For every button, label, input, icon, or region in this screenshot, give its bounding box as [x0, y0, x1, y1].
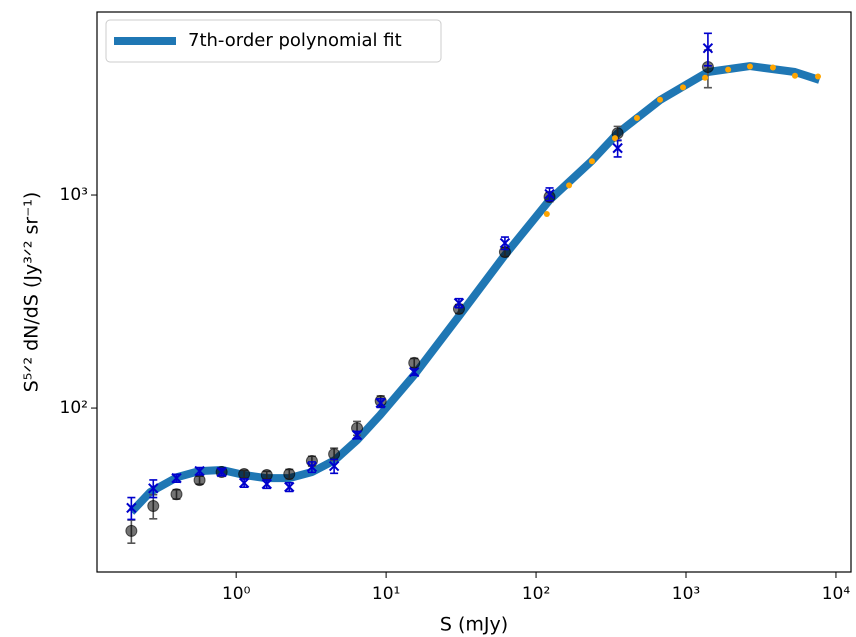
axes-frame — [96, 11, 852, 573]
legend-label: 7th-order polynomial fit — [188, 30, 402, 51]
data-point — [283, 468, 296, 481]
data-point — [746, 63, 753, 70]
plot-area — [125, 32, 821, 545]
data-point — [284, 481, 295, 493]
data-point — [193, 474, 206, 487]
data-point — [126, 502, 137, 514]
x-axis-label: S (mJy) — [440, 614, 508, 636]
data-point — [194, 465, 205, 477]
data-point — [125, 524, 138, 537]
data-point — [725, 66, 732, 73]
data-point — [351, 429, 363, 441]
data-point — [216, 466, 227, 478]
data-point — [409, 366, 420, 378]
data-point — [657, 96, 664, 103]
x-tick-label: 10¹ — [372, 584, 400, 604]
data-point — [612, 142, 623, 154]
data-point — [375, 397, 386, 409]
y-tick-label: 10³ — [60, 185, 88, 205]
data-point — [611, 135, 618, 142]
y-axis-label: S⁵ᐟ² dN/dS (Jy³ᐟ² sr⁻¹) — [21, 192, 43, 393]
data-point — [453, 297, 465, 309]
error-bar — [703, 32, 712, 67]
x-tick-label: 10² — [522, 584, 550, 604]
data-point — [171, 472, 182, 484]
data-point — [543, 210, 550, 217]
fit-line — [128, 62, 821, 515]
data-point — [791, 72, 798, 79]
data-point — [633, 114, 640, 121]
data-point — [328, 448, 341, 461]
data-point — [147, 499, 160, 512]
data-point — [306, 461, 318, 473]
data-point — [544, 188, 555, 200]
x-tick-label: 10³ — [672, 584, 700, 604]
data-point — [408, 356, 421, 369]
data-point — [566, 182, 573, 189]
data-point — [170, 488, 183, 501]
data-point — [769, 64, 776, 71]
y-tick-label: 10² — [60, 398, 88, 418]
data-point — [238, 477, 250, 489]
x-tick-label: 10⁴ — [822, 584, 851, 604]
data-point — [702, 74, 709, 81]
data-point — [261, 478, 272, 490]
data-point — [588, 158, 595, 165]
data-point — [499, 237, 511, 249]
data-point — [328, 460, 340, 472]
x-tick-label: 10⁰ — [222, 584, 251, 604]
data-point — [148, 483, 159, 494]
data-point — [814, 73, 821, 80]
data-point — [680, 84, 687, 91]
data-point — [260, 469, 273, 482]
legend-box — [105, 19, 442, 63]
data-point — [702, 42, 714, 54]
